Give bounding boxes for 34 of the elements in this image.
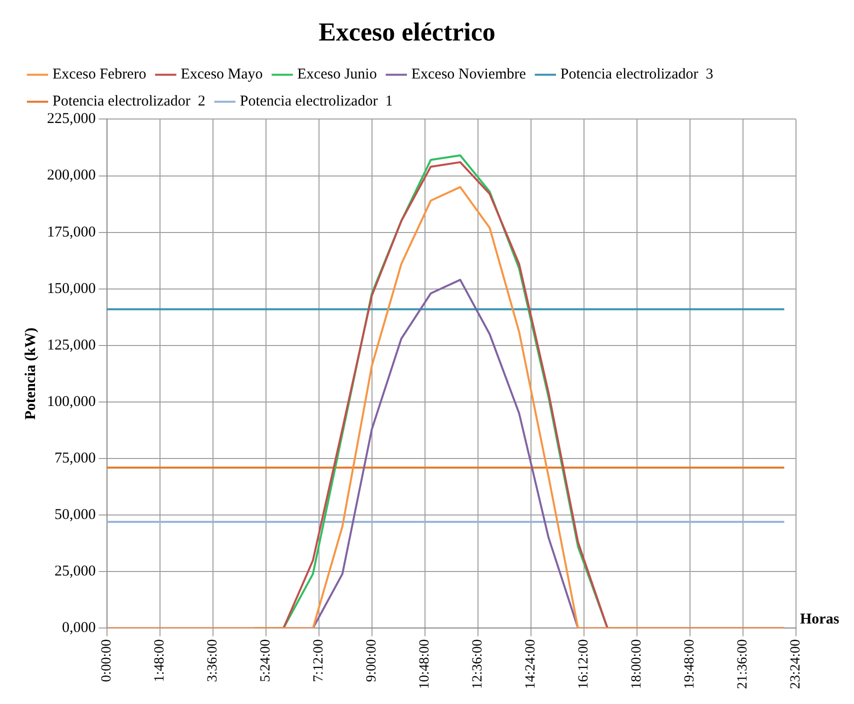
x-tick-label: 0:00:00 [99, 639, 114, 682]
legend-label: Exceso Mayo [180, 66, 263, 83]
x-axis-title: Horas [800, 612, 840, 628]
legend-label: Exceso Febrero [52, 66, 146, 83]
x-tick-label: 3:36:00 [205, 639, 220, 682]
y-tick-label: 100,000 [47, 394, 96, 410]
legend-label: Potencia electrolizador 2 [52, 94, 206, 110]
x-tick-label: 14:24:00 [524, 639, 539, 689]
chart-title: Exceso eléctrico [318, 17, 496, 46]
x-tick-label: 9:00:00 [364, 639, 380, 682]
y-tick-label: 125,000 [47, 337, 96, 354]
legend-label: Potencia electrolizador 3 [560, 66, 714, 83]
legend-label: Exceso Noviembre [411, 66, 526, 83]
y-tick-label: 50,000 [54, 507, 96, 524]
x-tick-label: 7:12:00 [312, 639, 326, 682]
legend-label: Exceso Junio [297, 66, 377, 83]
x-tick-label: 21:36:00 [736, 639, 751, 689]
x-tick-label: 16:12:00 [576, 639, 592, 689]
x-tick-label: 12:36:00 [470, 639, 486, 689]
y-tick-label: 175,000 [47, 224, 96, 240]
x-tick-label: 23:24:00 [788, 639, 804, 689]
y-tick-label: 200,000 [47, 168, 96, 184]
x-tick-label: 1:48:00 [152, 639, 168, 682]
x-tick-label: 10:48:00 [418, 639, 433, 689]
x-tick-label: 19:48:00 [682, 639, 698, 689]
y-tick-label: 225,000 [47, 111, 96, 128]
y-axis-title: Potencia (kW) [22, 328, 39, 420]
x-tick-label: 18:00:00 [630, 639, 645, 689]
legend-label: Potencia electrolizador 1 [240, 94, 393, 110]
y-tick-label: 75,000 [54, 450, 96, 466]
y-tick-label: 0,000 [62, 620, 96, 636]
y-tick-label: 150,000 [47, 280, 96, 297]
x-tick-label: 5:24:00 [258, 639, 274, 682]
y-tick-label: 25,000 [54, 564, 96, 580]
